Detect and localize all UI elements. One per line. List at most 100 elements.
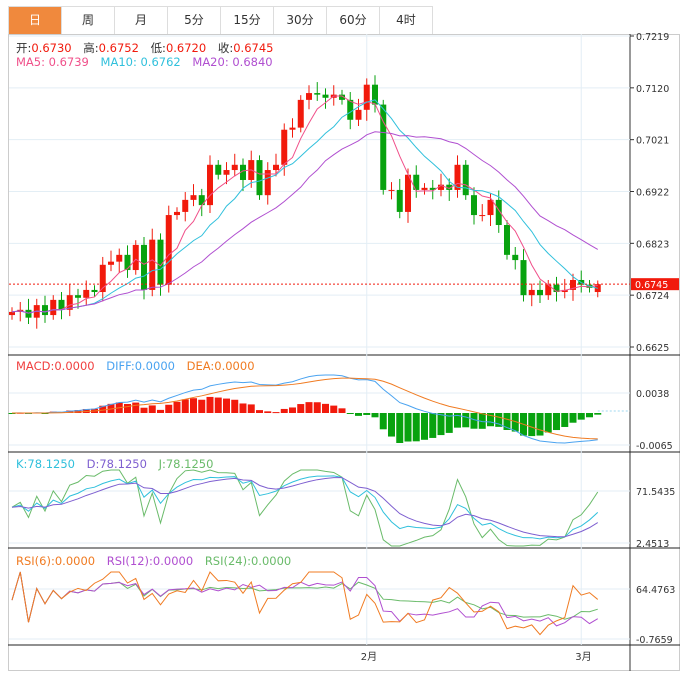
kdj-tick-label: 2.4513 <box>636 539 669 550</box>
macd-bar <box>313 402 321 413</box>
candle-body <box>413 174 420 190</box>
candle-body <box>454 164 461 190</box>
macd-bar <box>396 413 404 443</box>
macd-bar <box>503 413 511 430</box>
macd-legend: MACD:0.0000 DIFF:0.0000 DEA:0.0000 <box>16 359 263 373</box>
macd-bar <box>214 397 222 413</box>
macd-bar <box>132 402 140 413</box>
macd-bar <box>99 405 107 413</box>
macd-bar <box>437 413 445 436</box>
macd-bar <box>445 413 453 433</box>
x-axis-label: 3月 <box>575 651 591 663</box>
macd-bar <box>421 413 428 440</box>
candle-body <box>462 164 469 196</box>
candle-body <box>528 289 535 296</box>
macd-bar <box>470 413 478 429</box>
open-label: 开: <box>16 41 32 55</box>
tab-4hour[interactable]: 4时 <box>380 7 433 34</box>
tab-15min[interactable]: 15分 <box>221 7 274 34</box>
macd-bar <box>363 413 371 415</box>
candle-body <box>223 170 230 175</box>
tab-5min[interactable]: 5分 <box>168 7 221 34</box>
candle-body <box>537 289 543 296</box>
candle-body <box>355 109 362 120</box>
k-line <box>11 475 599 540</box>
tab-month[interactable]: 月 <box>115 7 168 34</box>
rsi12-value: RSI(12):0.0000 <box>106 554 194 568</box>
macd-bar <box>388 413 395 437</box>
macd-bar <box>561 413 569 427</box>
j-line <box>11 469 599 547</box>
ohlc-legend: 开:0.6730 高:0.6752 低:0.6720 收:0.6745 <box>16 40 281 56</box>
rsi-tick-label: 64.4763 <box>636 585 675 596</box>
macd-bar <box>289 407 296 413</box>
macd-bar <box>544 413 552 433</box>
macd-bar <box>412 413 420 442</box>
macd-bar <box>305 402 313 413</box>
candle-body <box>58 299 65 310</box>
tab-day[interactable]: 日 <box>9 7 62 34</box>
last-price-label: 0.6745 <box>635 280 668 291</box>
macd-bar <box>140 407 148 413</box>
d-value: D:78.1250 <box>86 457 147 471</box>
candle-body <box>42 305 48 316</box>
macd-bar <box>280 408 288 413</box>
rsi12-line <box>11 571 599 627</box>
macd-bar <box>239 403 247 413</box>
candle-body <box>198 195 205 206</box>
price-tick-label: 0.6625 <box>636 343 669 354</box>
candle-body <box>504 225 510 255</box>
macd-bar <box>355 413 362 416</box>
macd-bar <box>247 404 255 413</box>
macd-bar <box>165 404 173 413</box>
macd-bar <box>478 413 486 429</box>
candle-body <box>372 84 378 105</box>
macd-tick-label: 0.0038 <box>636 389 669 400</box>
price-tick-label: 0.7219 <box>636 32 669 43</box>
candle-body <box>108 261 114 265</box>
macd-bar <box>346 413 354 414</box>
macd-bar <box>66 410 74 413</box>
candle-body <box>297 99 304 128</box>
high-label: 高: <box>83 41 99 55</box>
candle-body <box>182 199 189 212</box>
x-axis-label: 2月 <box>361 651 377 663</box>
candle-body <box>66 295 73 310</box>
macd-bar <box>462 413 470 428</box>
macd-bar <box>594 413 602 415</box>
candle-body <box>273 164 279 171</box>
rsi24-line <box>11 571 598 623</box>
ma-legend: MA5: 0.6739 MA10: 0.6762 MA20: 0.6840 <box>16 55 281 69</box>
candle-body <box>561 289 568 293</box>
macd-bar <box>330 405 338 413</box>
ma20-line <box>11 131 598 314</box>
open-value: 0.6730 <box>31 41 72 55</box>
macd-bar <box>338 408 346 413</box>
candle-body <box>429 187 436 190</box>
rsi-tick-label: -0.7659 <box>636 635 673 646</box>
dea-value: DEA:0.0000 <box>186 359 255 373</box>
tab-60min[interactable]: 60分 <box>327 7 380 34</box>
price-tick-label: 0.7120 <box>636 84 669 95</box>
candle-body <box>157 239 164 285</box>
macd-bar <box>511 413 519 432</box>
candle-body <box>570 279 576 290</box>
candle-body <box>363 84 370 110</box>
candle-body <box>207 164 213 206</box>
macd-bar <box>223 398 230 413</box>
tab-week[interactable]: 周 <box>62 7 115 34</box>
candle-body <box>215 164 222 175</box>
candle-body <box>388 189 395 191</box>
macd-bar <box>231 399 239 413</box>
candle-body <box>50 299 57 316</box>
candle-body <box>421 187 428 190</box>
candle-body <box>495 199 502 226</box>
tab-30min[interactable]: 30分 <box>274 7 327 34</box>
macd-bar <box>181 399 189 413</box>
macd-bar <box>148 405 156 413</box>
macd-bar <box>264 411 272 413</box>
price-tick-label: 0.6922 <box>636 188 669 199</box>
candle-body <box>471 195 477 216</box>
candle-body <box>124 254 131 271</box>
